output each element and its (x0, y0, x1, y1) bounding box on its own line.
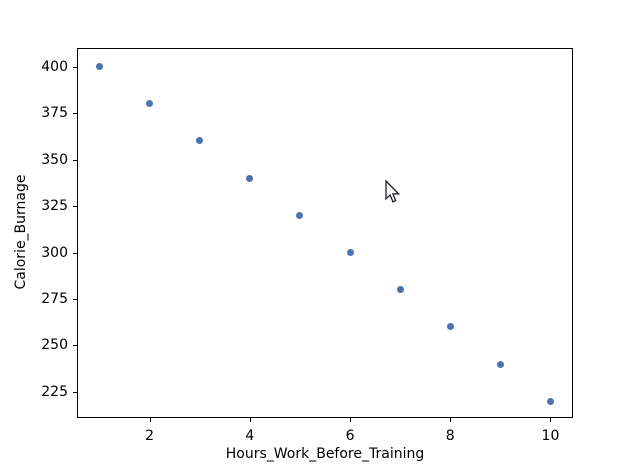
y-tick-mark (73, 159, 77, 161)
data-point (346, 249, 354, 257)
y-tick-mark (73, 113, 77, 115)
x-axis-label: Hours_Work_Before_Training (225, 446, 425, 462)
data-point (146, 100, 154, 108)
data-point (396, 286, 404, 294)
y-tick-mark (73, 66, 77, 68)
y-tick-mark (73, 391, 77, 393)
x-tick-label: 10 (541, 428, 560, 444)
data-point (446, 323, 454, 331)
y-tick-label: 275 (41, 291, 68, 307)
y-tick-label: 350 (41, 151, 68, 168)
y-tick-mark (73, 206, 77, 208)
x-tick-mark (550, 418, 552, 422)
y-axis-label: Calorie_Burnage (13, 174, 29, 290)
x-tick-mark (249, 418, 251, 422)
x-tick-label: 2 (145, 428, 155, 444)
x-tick-label: 6 (345, 428, 355, 444)
y-tick-mark (73, 299, 77, 300)
data-point (496, 360, 504, 368)
x-tick-mark (450, 418, 452, 422)
y-tick-label: 325 (41, 198, 68, 215)
x-tick-label: 8 (445, 428, 455, 444)
y-tick-mark (73, 252, 77, 254)
x-tick-mark (350, 418, 352, 422)
x-tick-label: 4 (245, 428, 255, 444)
data-point (96, 63, 104, 71)
data-point (546, 397, 554, 405)
plot-area (77, 48, 573, 418)
y-tick-label: 225 (41, 383, 68, 400)
data-point (296, 211, 304, 219)
y-tick-label: 250 (41, 337, 68, 354)
y-tick-label: 400 (41, 58, 68, 75)
x-tick-mark (149, 418, 151, 422)
y-tick-mark (73, 345, 77, 347)
y-tick-label: 375 (41, 105, 68, 122)
data-point (246, 174, 254, 182)
y-tick-label: 300 (41, 244, 68, 261)
data-point (196, 137, 204, 145)
